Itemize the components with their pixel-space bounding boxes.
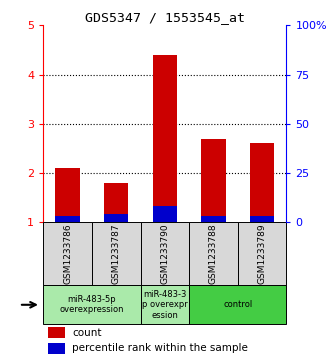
Text: GSM1233787: GSM1233787: [112, 224, 121, 284]
Bar: [55, 216, 80, 222]
Text: count: count: [73, 328, 102, 338]
Bar: [104, 183, 129, 222]
Bar: [250, 216, 274, 222]
Bar: [55, 168, 80, 222]
Bar: [141, 222, 189, 285]
Text: GSM1233788: GSM1233788: [209, 224, 218, 284]
Text: GSM1233790: GSM1233790: [160, 224, 169, 284]
Bar: [153, 207, 177, 222]
Bar: [250, 143, 274, 222]
Text: GSM1233786: GSM1233786: [63, 224, 72, 284]
Bar: [153, 55, 177, 222]
Bar: [141, 285, 189, 324]
Bar: [201, 216, 226, 222]
Bar: [238, 222, 286, 285]
Bar: [43, 285, 141, 324]
Text: GSM1233789: GSM1233789: [257, 224, 267, 284]
Bar: [48, 343, 65, 354]
Text: control: control: [223, 300, 252, 309]
Text: miR-483-5p
overexpression: miR-483-5p overexpression: [60, 295, 124, 314]
Bar: [92, 222, 141, 285]
Text: miR-483-3
p overexpr
ession: miR-483-3 p overexpr ession: [142, 290, 188, 320]
Bar: [189, 222, 238, 285]
Title: GDS5347 / 1553545_at: GDS5347 / 1553545_at: [85, 11, 245, 24]
Bar: [48, 327, 65, 338]
Bar: [104, 214, 129, 222]
Text: percentile rank within the sample: percentile rank within the sample: [73, 343, 248, 354]
Bar: [43, 222, 92, 285]
Bar: [189, 285, 286, 324]
Bar: [201, 139, 226, 222]
